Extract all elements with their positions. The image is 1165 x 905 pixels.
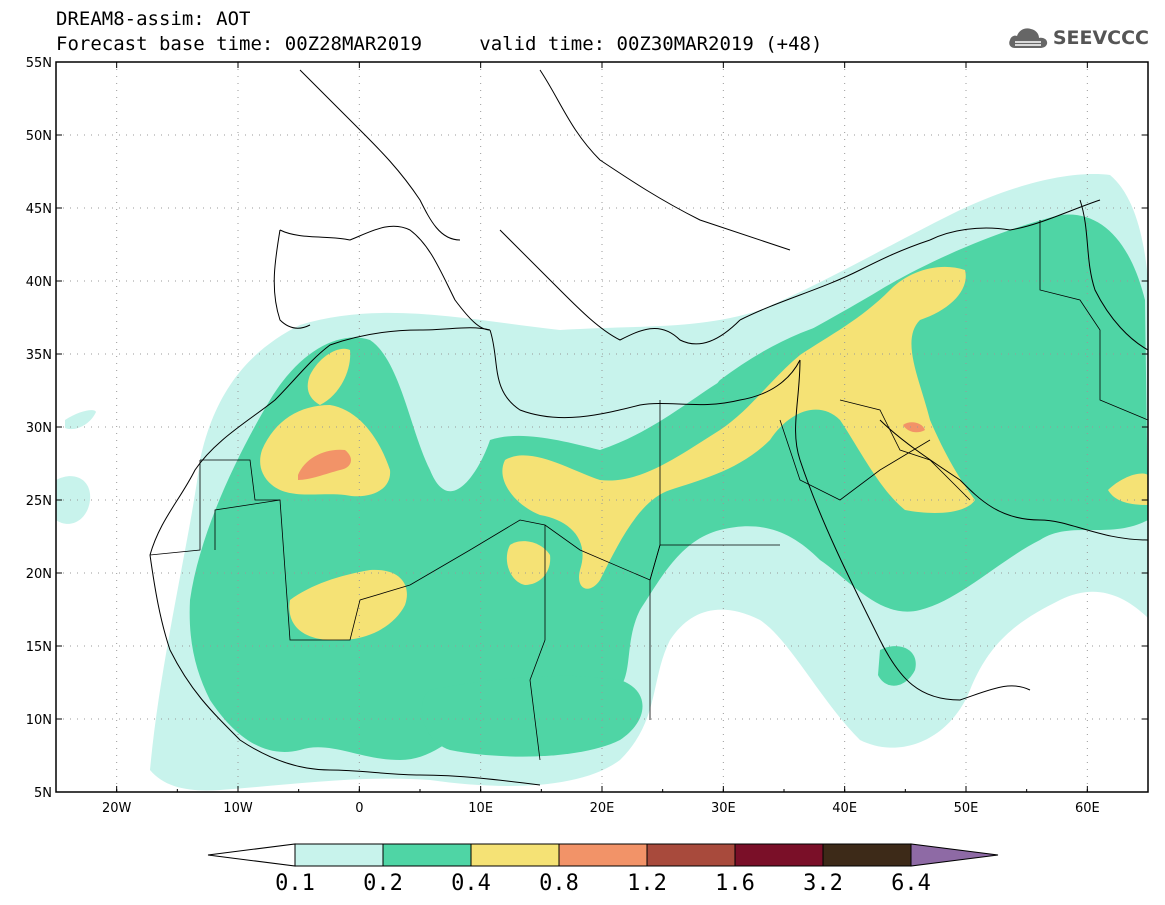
aot-contour-high — [1108, 473, 1148, 505]
colorbar-label: 0.1 — [275, 871, 315, 896]
lon-label: 60E — [1075, 801, 1100, 816]
colorbar-label: 0.8 — [539, 871, 579, 896]
aot-contour-high — [307, 348, 351, 405]
lon-label: 50E — [954, 801, 979, 816]
brand-name: SEEVCCC — [1052, 27, 1149, 49]
base-time-label: Forecast base time: 00Z28MAR2019 — [56, 33, 423, 55]
aot-contour-medium — [421, 675, 643, 757]
colorbar-label: 6.4 — [891, 871, 931, 896]
colorbar-label: 3.2 — [803, 871, 843, 896]
aot-contour-high — [289, 569, 407, 641]
lat-label: 55N — [26, 56, 52, 71]
aot-contour-peak — [903, 422, 925, 433]
longitude-axis: 20W 10W 0 10E 20E 30E 40E 50E 60E — [55, 62, 1149, 816]
colorbar-swatch — [470, 843, 560, 867]
valid-time-label: valid time: 00Z30MAR2019 (+48) — [479, 33, 823, 55]
time-info: Forecast base time: 00Z28MAR2019 valid t… — [56, 33, 822, 55]
lon-label: 20E — [590, 801, 615, 816]
lat-label: 20N — [26, 567, 52, 582]
lat-label: 50N — [26, 129, 52, 144]
latitude-axis: 55N 50N 45N 40N 35N 30N 25N 20N 15N 10N 5N — [26, 56, 1148, 801]
lat-label: 30N — [26, 421, 52, 436]
lat-label: 5N — [34, 786, 52, 801]
aot-contour-light — [65, 410, 96, 430]
colorbar: 0.1 0.2 0.4 0.8 1.2 1.6 3.2 6.4 — [207, 843, 999, 896]
aot-contour-light — [56, 476, 91, 524]
aot-contour-medium — [878, 646, 916, 686]
lat-label: 25N — [26, 494, 52, 509]
colorbar-swatch — [558, 843, 648, 867]
lon-label: 40E — [832, 801, 857, 816]
product-title: DREAM8-assim: AOT — [56, 8, 251, 30]
brand-logo: SEEVCCC — [1007, 24, 1149, 52]
colorbar-swatch — [734, 843, 824, 867]
aot-contour-high — [502, 266, 975, 589]
lon-label: 30E — [711, 801, 736, 816]
colorbar-swatch — [382, 843, 472, 867]
lat-label: 45N — [26, 202, 52, 217]
lon-label: 10W — [223, 801, 253, 816]
lon-label: 20W — [102, 801, 132, 816]
aot-contour-high — [506, 541, 551, 585]
lat-label: 15N — [26, 640, 52, 655]
aot-field — [56, 174, 1148, 791]
colorbar-label: 0.2 — [363, 871, 403, 896]
colorbar-label: 0.4 — [451, 871, 491, 896]
colorbar-swatch — [294, 843, 384, 867]
colorbar-swatch — [646, 843, 736, 867]
lat-label: 10N — [26, 713, 52, 728]
lon-label: 10E — [468, 801, 493, 816]
graticule — [56, 62, 1148, 792]
colorbar-label: 1.6 — [715, 871, 755, 896]
aot-contour-peak — [298, 449, 352, 480]
colorbar-under-triangle — [207, 843, 296, 867]
country-borders — [149, 220, 1148, 761]
colorbar-over-triangle — [910, 843, 999, 867]
lat-label: 40N — [26, 275, 52, 290]
cloud-icon — [1009, 28, 1047, 48]
colorbar-label: 1.2 — [627, 871, 667, 896]
lat-label: 35N — [26, 348, 52, 363]
lon-label: 0 — [355, 801, 363, 816]
colorbar-swatch — [822, 843, 912, 867]
aot-contour-high — [260, 405, 391, 497]
